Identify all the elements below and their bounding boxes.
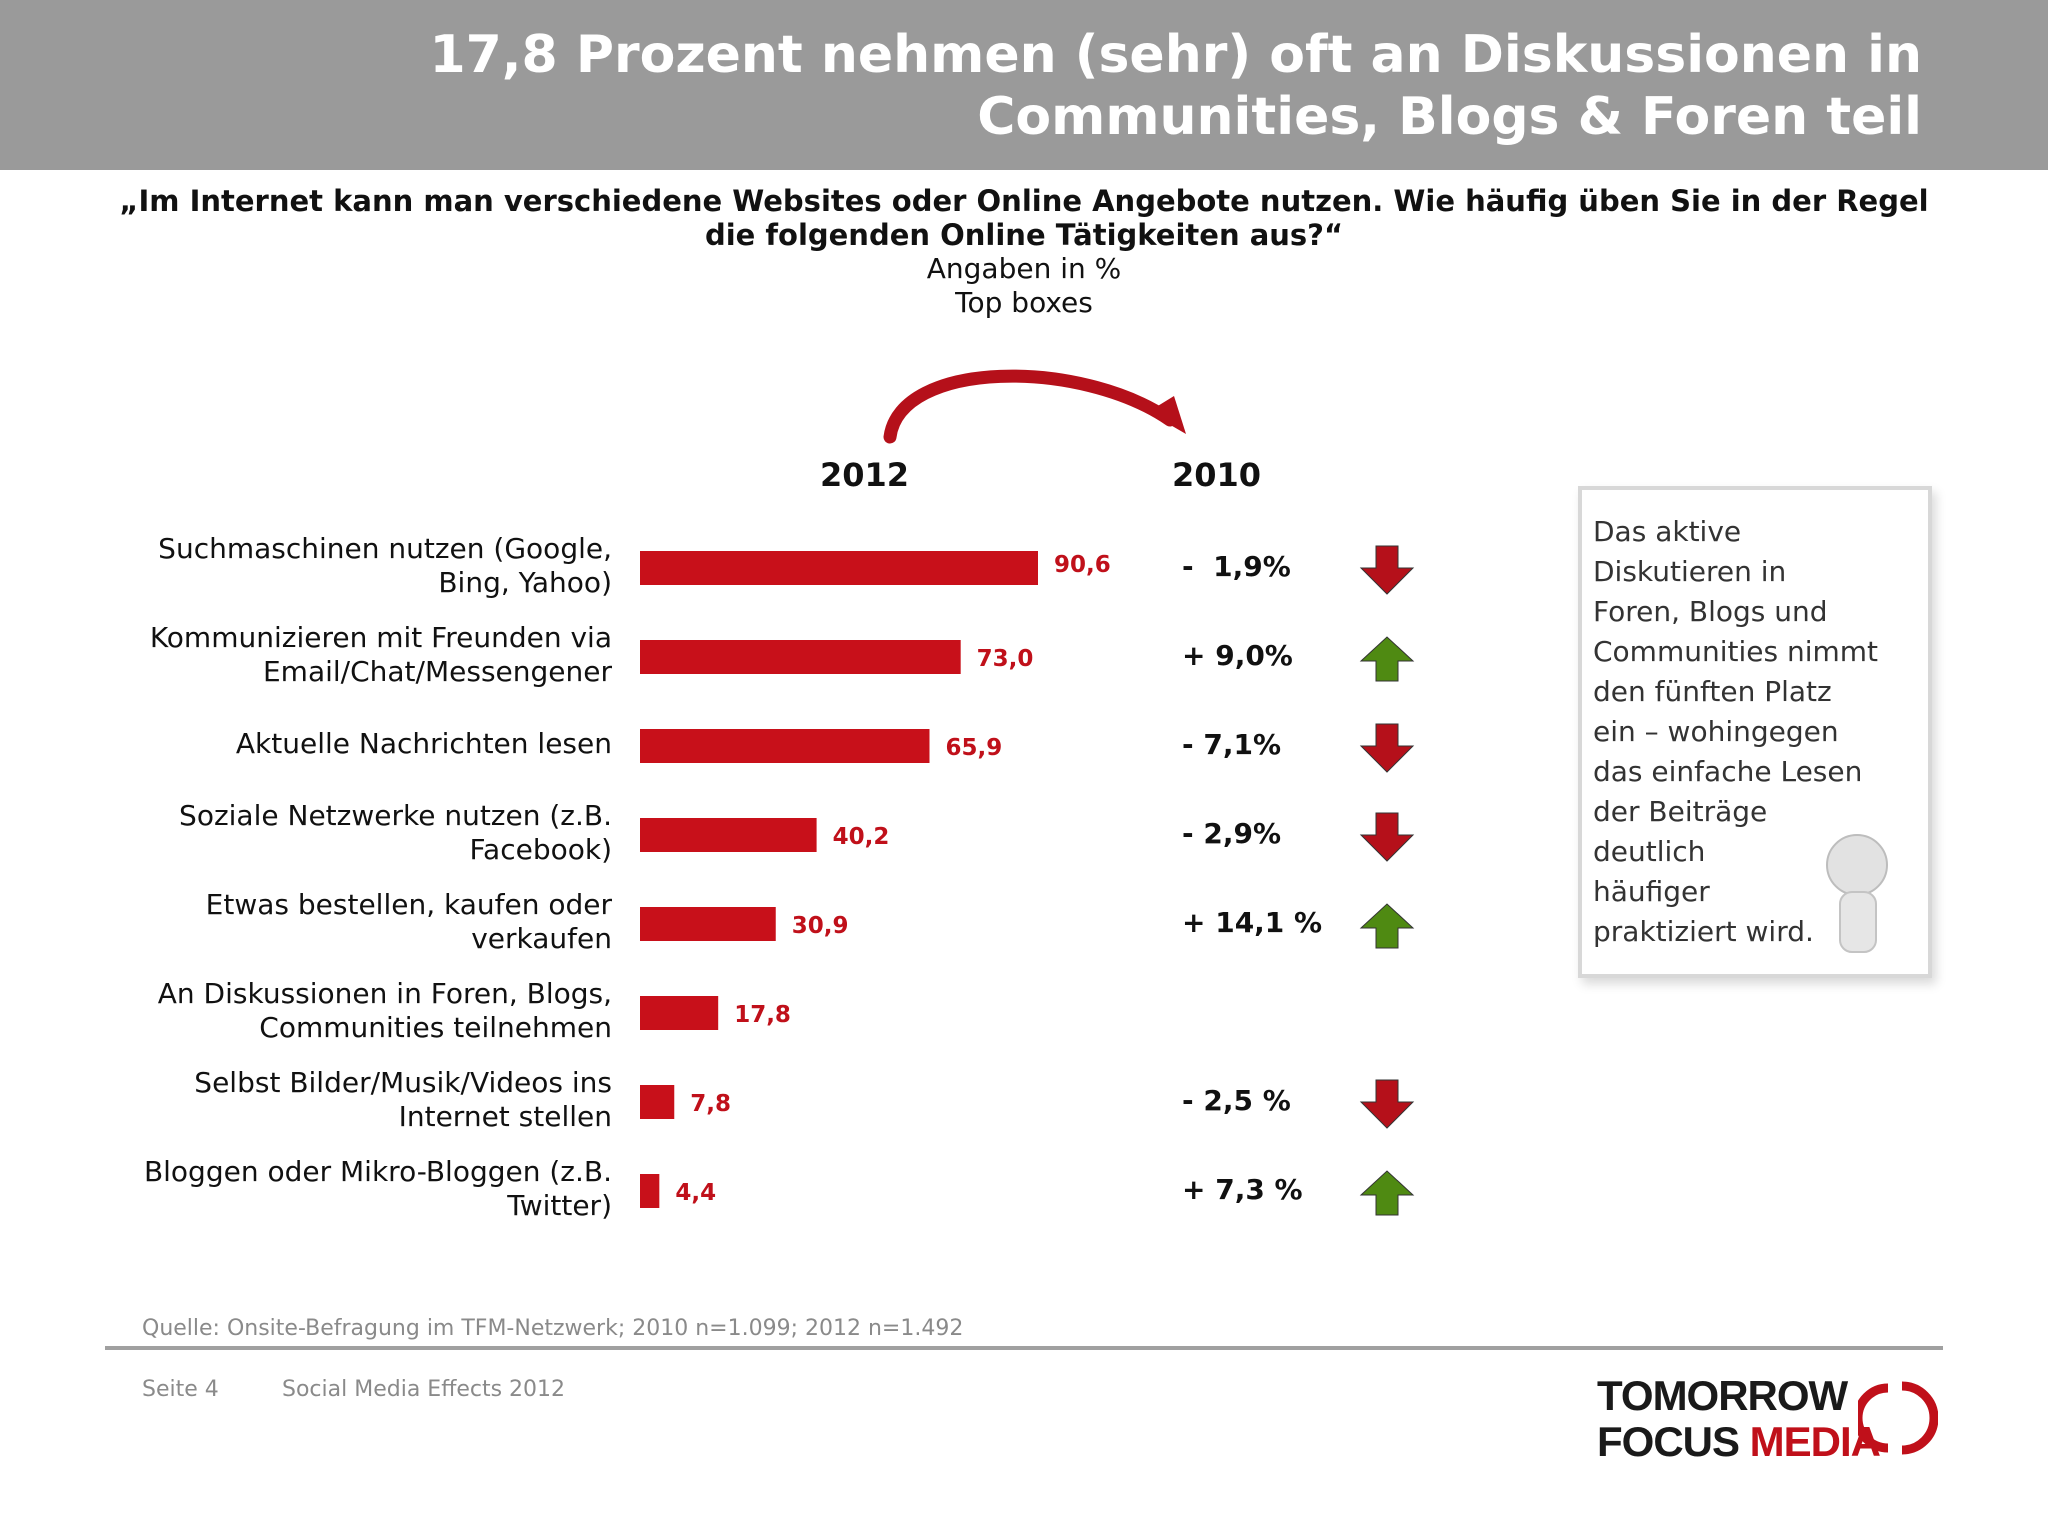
trend-up-arrow-icon — [1359, 636, 1415, 682]
bar-value-label: 90,6 — [1054, 552, 1111, 578]
logo-text-line2: FOCUS MEDIA — [1597, 1418, 1881, 1466]
note-line: praktiziert wird. — [1593, 915, 1814, 948]
source-note: Quelle: Onsite-Befragung im TFM-Netzwerk… — [142, 1316, 964, 1341]
year-2012-label: 2012 — [820, 456, 910, 494]
category-label-line: Aktuelle Nachrichten lesen — [235, 727, 612, 760]
change-value: - 7,1% — [1182, 728, 1282, 761]
category-label-line: Internet stellen — [398, 1100, 612, 1133]
note-line: den fünften Platz — [1593, 675, 1832, 708]
change-value: - 2,9% — [1182, 817, 1282, 850]
note-line: Communities nimmt — [1593, 635, 1879, 668]
trend-up-arrow-icon — [1359, 903, 1415, 949]
note-line: Foren, Blogs und — [1593, 595, 1828, 628]
bar-value-label: 7,8 — [690, 1091, 731, 1117]
year-2010-label: 2010 — [1172, 456, 1262, 494]
year-compare-arrowhead-icon — [1148, 396, 1186, 434]
note-line: der Beiträge — [1593, 795, 1768, 828]
note-line: das einfache Lesen — [1593, 755, 1863, 788]
trend-down-arrow-icon — [1359, 1079, 1415, 1129]
note-line: deutlich — [1593, 835, 1706, 868]
category-label-line: Soziale Netzwerke nutzen (z.B. — [179, 799, 612, 832]
change-value: + 7,3 % — [1182, 1173, 1303, 1206]
category-label-line: Communities teilnehmen — [259, 1011, 612, 1044]
change-value: + 9,0% — [1182, 639, 1293, 672]
page-number: Seite 4 — [142, 1377, 219, 1402]
category-label-line: An Diskussionen in Foren, Blogs, — [157, 977, 612, 1010]
note-line: Diskutieren in — [1593, 555, 1787, 588]
bar — [640, 996, 719, 1030]
category-label: Selbst Bilder/Musik/Videos ins Internet s… — [52, 1066, 612, 1134]
footer-divider — [105, 1346, 1943, 1350]
bar-value-label: 17,8 — [734, 1002, 791, 1028]
category-label: An Diskussionen in Foren, Blogs, Communit… — [52, 977, 612, 1045]
category-label: Bloggen oder Mikro-Bloggen (z.B. Twitter) — [52, 1155, 612, 1223]
logo-text-line1: TOMORROW — [1597, 1372, 1848, 1419]
survey-question: „Im Internet kann man verschiedene Websi… — [100, 184, 1948, 252]
change-value: + 14,1 % — [1182, 906, 1323, 939]
bar-value-label: 73,0 — [977, 646, 1034, 672]
bar-value-label: 4,4 — [675, 1180, 716, 1206]
page-title: 17,8 Prozent nehmen (sehr) oft an Diskus… — [429, 24, 1922, 148]
note-card — [1578, 486, 1932, 978]
category-label: Kommunizieren mit Freunden via Email/Chat… — [52, 621, 612, 689]
year-compare-arrow-icon — [883, 369, 1177, 444]
bar — [640, 640, 961, 674]
figure-illustration — [1826, 834, 1888, 953]
change-value: - 2,5 % — [1182, 1084, 1291, 1117]
category-label-line: Twitter) — [507, 1189, 612, 1222]
logo-focus: FOCUS — [1597, 1418, 1750, 1465]
bar-value-label: 65,9 — [945, 735, 1002, 761]
category-label-line: Facebook) — [469, 833, 613, 866]
bar — [640, 818, 817, 852]
footer-title: Social Media Effects 2012 — [282, 1377, 566, 1402]
trend-down-arrow-icon — [1359, 812, 1415, 862]
category-label-line: Suchmaschinen nutzen (Google, — [158, 532, 612, 565]
unit-label: Angaben in % — [926, 252, 1122, 285]
category-label: Aktuelle Nachrichten lesen — [52, 727, 612, 761]
category-label-line: Bloggen oder Mikro-Bloggen (z.B. — [143, 1155, 612, 1188]
bar-chart: 90,6 73,0 65,9 40,2 30,9 17,8 7,8 4,4 — [640, 369, 1415, 1216]
category-label: Suchmaschinen nutzen (Google, Bing, Yahoo… — [52, 532, 612, 600]
category-label-line: Bing, Yahoo) — [438, 566, 612, 599]
change-value: - 1,9% — [1182, 550, 1291, 583]
trend-down-arrow-icon — [1359, 723, 1415, 773]
bar-value-label: 40,2 — [833, 824, 890, 850]
trend-down-arrow-icon — [1359, 545, 1415, 595]
category-label: Soziale Netzwerke nutzen (z.B. Facebook) — [52, 799, 612, 867]
survey-question-line2: die folgenden Online Tätigkeiten aus?“ — [704, 218, 1344, 252]
bar — [640, 729, 930, 763]
category-label-line: Selbst Bilder/Musik/Videos ins — [194, 1066, 612, 1099]
bar — [640, 1174, 660, 1208]
bar — [640, 1085, 675, 1119]
page-title-line2: Communities, Blogs & Foren teil — [977, 87, 1922, 147]
chart-subtitle: Angaben in % Top boxes — [100, 252, 1948, 320]
note-line: häufiger — [1593, 875, 1710, 908]
page-title-line1: 17,8 Prozent nehmen (sehr) oft an Diskus… — [429, 25, 1922, 85]
category-label-line: verkaufen — [471, 922, 612, 955]
note-line: ein – wohingegen — [1593, 715, 1839, 748]
category-label-line: Kommunizieren mit Freunden via — [149, 621, 612, 654]
bar — [640, 551, 1038, 585]
logo-icon — [1858, 1381, 1938, 1455]
top-boxes-label: Top boxes — [955, 286, 1093, 319]
category-label-line: Etwas bestellen, kaufen oder — [205, 888, 612, 921]
title-bar: 17,8 Prozent nehmen (sehr) oft an Diskus… — [0, 0, 2048, 170]
category-label-line: Email/Chat/Messengener — [262, 655, 612, 688]
note-text: Das aktive Diskutieren in Foren, Blogs und… — [1593, 512, 1913, 952]
survey-question-line1: „Im Internet kann man verschiedene Websi… — [119, 184, 1929, 218]
bar-value-label: 30,9 — [792, 913, 849, 939]
trend-up-arrow-icon — [1359, 1170, 1415, 1216]
category-label: Etwas bestellen, kaufen oder verkaufen — [52, 888, 612, 956]
note-line: Das aktive — [1593, 515, 1742, 548]
bar — [640, 907, 776, 941]
